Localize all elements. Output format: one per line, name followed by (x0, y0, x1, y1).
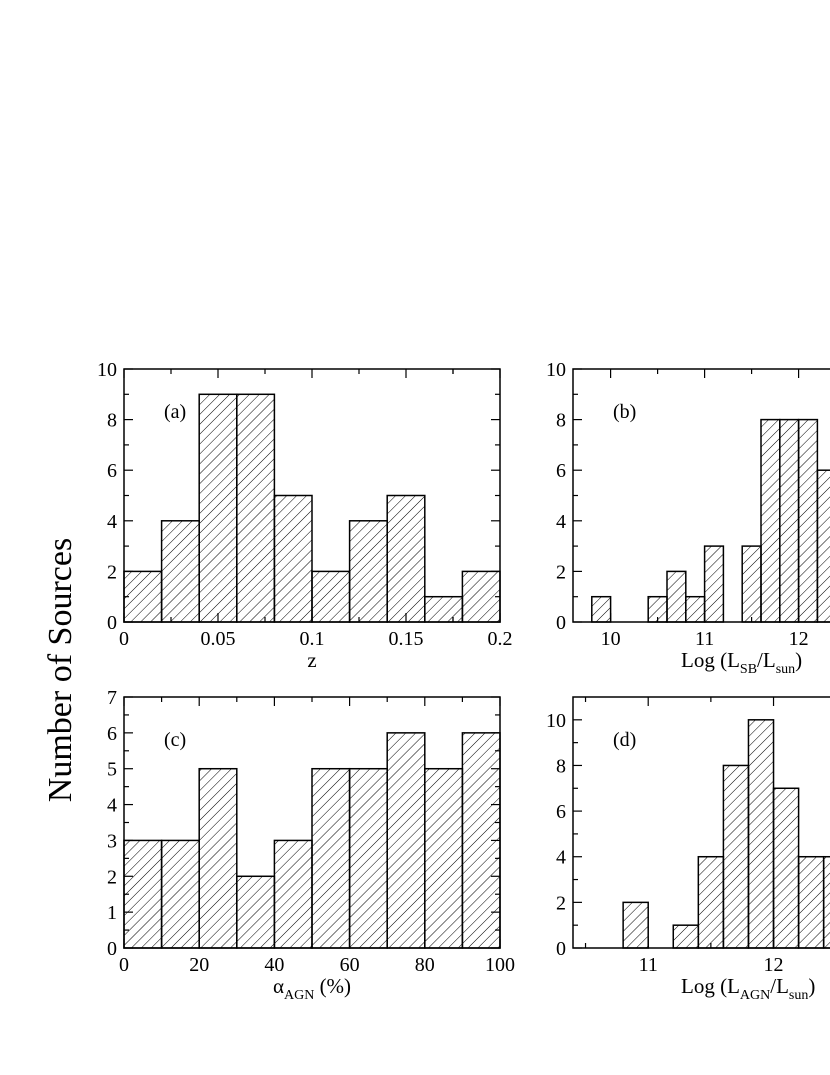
histogram-panel-c: 0 1 2 3 4 5 6 7 0 20 40 60 80 100 (c) αAGN (%) (107, 687, 515, 1003)
y-tick-label: 0 (556, 612, 566, 634)
y-tick-label: 0 (107, 938, 117, 960)
histogram-bar (697, 855, 725, 949)
y-tick-label: 6 (556, 801, 566, 823)
x-tick-label: 0.2 (488, 628, 513, 650)
x-tick-label: 100 (485, 954, 515, 976)
histogram-panel-b: 0 2 4 6 8 10 10 11 12 (b) Log (LSB/Lsun) (546, 359, 830, 677)
histogram-bar (123, 839, 163, 949)
y-tick-label: 4 (556, 511, 566, 533)
y-tick-label: 7 (107, 687, 117, 709)
y-tick-label: 0 (107, 612, 117, 634)
histogram-bar (461, 570, 501, 623)
histogram-bar (424, 767, 464, 949)
histogram-bar (779, 418, 800, 623)
y-tick-label: 2 (107, 561, 117, 583)
histogram-bar (386, 494, 426, 623)
x-tick-label: 0 (119, 954, 129, 976)
x-tick-label: 11 (639, 954, 658, 976)
x-axis-label: αAGN (%) (273, 974, 351, 1003)
plot-frame (572, 696, 830, 949)
y-tick-label: 6 (556, 460, 566, 482)
x-tick-label: 0.15 (389, 628, 424, 650)
histogram-bar (311, 570, 351, 623)
y-tick-label: 8 (107, 410, 117, 432)
y-tick-label: 10 (546, 359, 566, 381)
y-tick-label: 4 (107, 795, 117, 817)
histogram-panel-a: 0 2 4 6 8 10 0 0.05 0.1 0.15 0.2 (a) z (97, 359, 513, 672)
y-tick-label: 6 (107, 723, 117, 745)
x-tick-label: 0.05 (201, 628, 236, 650)
histogram-bar (772, 787, 800, 949)
histogram-bar (198, 767, 238, 949)
histogram-bar (198, 393, 238, 623)
histogram-bar (160, 520, 200, 623)
histogram-bar (160, 839, 200, 949)
histogram-bar (672, 924, 700, 949)
x-tick-label: 0 (119, 628, 129, 650)
histogram-bar (703, 545, 725, 623)
histogram-bar (386, 732, 426, 949)
x-tick-label: 10 (601, 628, 621, 650)
y-tick-label: 8 (556, 410, 566, 432)
y-tick-label: 2 (556, 561, 566, 583)
y-tick-label: 0 (556, 938, 566, 960)
x-tick-label: 0.1 (300, 628, 325, 650)
y-tick-label: 10 (97, 359, 117, 381)
histogram-bar (797, 855, 825, 949)
histogram-bar (622, 901, 649, 949)
histogram-bar (311, 767, 351, 949)
x-tick-label: 60 (340, 954, 360, 976)
x-axis-label: Log (LSB/Lsun) (681, 648, 802, 677)
histogram-bar (822, 855, 830, 949)
panel-label: (c) (164, 729, 186, 751)
histogram-bar (747, 719, 775, 949)
histogram-bar (273, 494, 313, 623)
panel-label: (a) (164, 401, 186, 423)
histogram-bar (424, 595, 464, 623)
y-tick-label: 1 (107, 902, 117, 924)
x-tick-label: 11 (695, 628, 714, 650)
histogram-bar (666, 570, 687, 623)
x-axis-label: z (307, 648, 316, 672)
y-tick-label: 6 (107, 460, 117, 482)
histogram-bar (760, 418, 781, 623)
y-tick-label: 3 (107, 830, 117, 852)
histogram-bar (797, 418, 819, 623)
histogram-bar (722, 764, 750, 949)
figure-ylabel: Number of Sources (42, 538, 79, 802)
panel-label: (d) (613, 729, 636, 751)
x-axis-label: Log (LAGN/Lsun) (681, 974, 815, 1003)
histogram-bar (816, 469, 830, 623)
x-tick-label: 80 (415, 954, 435, 976)
y-tick-label: 8 (556, 755, 566, 777)
histogram-bar (348, 520, 388, 623)
x-tick-label: 12 (789, 628, 809, 650)
y-tick-label: 2 (556, 892, 566, 914)
y-tick-label: 10 (546, 710, 566, 732)
x-tick-label: 40 (264, 954, 284, 976)
y-tick-label: 2 (107, 866, 117, 888)
panel-label: (b) (613, 401, 636, 423)
histogram-bar (236, 393, 276, 623)
y-tick-label: 4 (107, 511, 117, 533)
histogram-bar (273, 839, 313, 949)
histogram-bar (348, 767, 388, 949)
histogram-panel-d: 0 2 4 6 8 10 11 12 (d) Log (LAGN/Lsun) (546, 696, 830, 1003)
y-tick-label: 4 (556, 847, 566, 869)
histogram-bar (685, 595, 706, 623)
x-tick-label: 20 (189, 954, 209, 976)
histogram-bar (591, 595, 612, 623)
x-tick-label: 12 (764, 954, 784, 976)
histogram-bar (236, 875, 276, 949)
y-tick-label: 5 (107, 759, 117, 781)
histogram-bar (741, 545, 762, 623)
histogram-bar (123, 570, 163, 623)
